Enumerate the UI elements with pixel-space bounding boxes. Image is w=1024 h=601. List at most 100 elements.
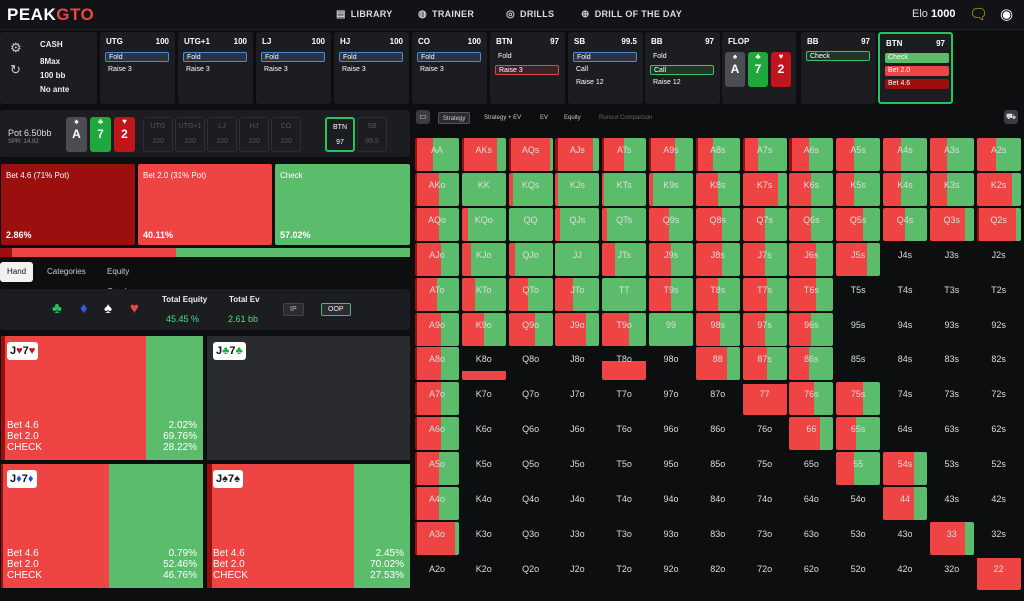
action-bet-20[interactable]: Bet 2.0 (31% Pot) 40.11% — [138, 164, 272, 245]
range-cell[interactable]: J4s — [883, 242, 927, 276]
node-action[interactable]: Fold — [417, 52, 481, 62]
rtab-strategy-ev[interactable]: Strategy + EV — [484, 115, 522, 121]
range-cell[interactable]: Q8s — [695, 207, 740, 241]
range-cell[interactable]: T6s — [789, 277, 834, 311]
rtab-ev[interactable]: EV — [540, 115, 549, 121]
range-cell[interactable]: Q4o — [508, 487, 553, 520]
range-cell[interactable]: T5o — [602, 452, 647, 486]
range-cell[interactable]: 93s — [929, 312, 974, 346]
node-action[interactable]: Call — [650, 65, 714, 75]
range-cell[interactable]: 63s — [929, 417, 974, 451]
range-cell[interactable]: A2o — [415, 556, 459, 590]
seat-utg-plus-1[interactable]: UTG+1 100 — [175, 117, 205, 152]
range-cell[interactable]: 74o — [742, 487, 787, 520]
path-node-utg-plus-1[interactable]: UTG+1 100 Fold Raise 3 — [178, 32, 253, 104]
range-cell[interactable]: Q2o — [508, 556, 553, 590]
range-cell[interactable]: K7s — [742, 172, 787, 206]
range-cell[interactable]: KJo — [461, 242, 506, 276]
path-node-btn[interactable]: BTN 97 Fold Raise 3 — [490, 32, 565, 104]
spade-filter-icon[interactable]: ♠ — [104, 300, 112, 317]
range-cell[interactable]: QJo — [508, 242, 553, 276]
diamond-filter-icon[interactable]: ♦ — [80, 300, 88, 317]
range-cell[interactable]: JTs — [602, 242, 647, 276]
range-cell[interactable]: KTs — [602, 172, 647, 206]
range-cell[interactable]: J2o — [555, 556, 600, 590]
node-action[interactable]: Fold — [183, 52, 247, 62]
range-cell[interactable]: 82s — [976, 347, 1021, 381]
range-cell[interactable]: 88 — [695, 347, 740, 381]
path-node-lj[interactable]: LJ 100 Fold Raise 3 — [256, 32, 331, 104]
range-cell[interactable]: 76o — [742, 417, 787, 451]
range-cell[interactable]: 86s — [789, 347, 834, 381]
range-cell[interactable]: KJs — [555, 172, 600, 206]
node-action[interactable]: Fold — [653, 53, 667, 60]
range-cell[interactable]: 52s — [976, 452, 1021, 486]
range-cell[interactable]: 54o — [836, 487, 881, 520]
range-cell[interactable]: 62o — [789, 556, 834, 590]
seat-btn[interactable]: BTN 97 — [325, 117, 355, 152]
range-cell[interactable]: Q7o — [508, 382, 553, 416]
range-cell[interactable]: 94s — [883, 312, 927, 346]
range-cell[interactable]: 65o — [789, 452, 834, 486]
range-cell[interactable]: T8o — [602, 347, 647, 381]
range-cell[interactable]: QQ — [508, 207, 553, 241]
range-cell[interactable]: AKs — [461, 138, 506, 171]
flop-node[interactable]: FLOP ♠ A ♣ 7 ♥ 2 — [722, 32, 796, 104]
range-cell[interactable]: QTs — [602, 207, 647, 241]
range-cell[interactable]: A7s — [742, 138, 787, 171]
range-cell[interactable]: A9o — [415, 312, 459, 346]
range-cell[interactable]: 94o — [649, 487, 693, 520]
range-cell[interactable]: J5s — [836, 242, 881, 276]
range-cell[interactable]: A2s — [976, 138, 1021, 171]
range-cell[interactable]: A7o — [415, 382, 459, 416]
seat-utg[interactable]: UTG 100 — [143, 117, 173, 152]
range-cell[interactable]: 84o — [695, 487, 740, 520]
seat-lj[interactable]: LJ 100 — [207, 117, 237, 152]
range-cell[interactable]: T7o — [602, 382, 647, 416]
range-cell[interactable]: AA — [415, 138, 459, 171]
range-cell[interactable]: Q3o — [508, 521, 553, 555]
range-cell[interactable]: T4s — [883, 277, 927, 311]
range-cell[interactable]: Q6o — [508, 417, 553, 451]
range-cell[interactable]: 22 — [976, 556, 1021, 590]
nav-drills[interactable]: ◎ DRILLS — [506, 9, 554, 20]
chat-icon[interactable]: 🗨 — [969, 6, 989, 23]
range-cell[interactable]: QTo — [508, 277, 553, 311]
range-cell[interactable]: 74s — [883, 382, 927, 416]
range-cell[interactable]: 97s — [742, 312, 787, 346]
range-cell[interactable]: 87s — [742, 347, 787, 381]
range-cell[interactable]: 53s — [929, 452, 974, 486]
oop-toggle[interactable]: OOP — [321, 303, 351, 316]
range-cell[interactable]: Q2s — [976, 207, 1021, 241]
hand-combo-card[interactable]: Bet 4.6 Bet 2.0 CHECK 2.02% 69.76% 28.22% J♥7♥ — [1, 336, 203, 460]
node-action[interactable]: Bet 4.6 — [885, 79, 949, 89]
range-cell[interactable]: J7o — [555, 382, 600, 416]
range-cell[interactable]: A6s — [789, 138, 834, 171]
range-cell[interactable]: Q5s — [836, 207, 881, 241]
node-action[interactable]: Raise 3 — [186, 66, 210, 73]
range-cell[interactable]: AQs — [508, 138, 553, 171]
node-action[interactable]: Call — [576, 66, 589, 73]
range-cell[interactable]: 64s — [883, 417, 927, 451]
range-cell[interactable]: Q3s — [929, 207, 974, 241]
range-cell[interactable]: K7o — [461, 382, 506, 416]
range-cell[interactable]: K9s — [649, 172, 693, 206]
seat-sb[interactable]: SB 99.5 — [357, 117, 387, 152]
range-cell[interactable]: 63o — [789, 521, 834, 555]
range-cell[interactable]: 65s — [836, 417, 881, 451]
ip-toggle[interactable]: IP — [283, 303, 304, 316]
range-cell[interactable]: 54s — [883, 452, 927, 486]
range-cell[interactable]: 86o — [695, 417, 740, 451]
tab-hand[interactable]: Hand — [0, 262, 34, 282]
range-cell[interactable]: K3o — [461, 521, 506, 555]
range-cell[interactable]: 83o — [695, 521, 740, 555]
action-check[interactable]: Check 57.02% — [275, 164, 410, 245]
rtab-strategy[interactable]: Strategy — [438, 112, 471, 124]
range-cell[interactable]: 42o — [883, 556, 927, 590]
range-cell[interactable]: 92s — [976, 312, 1021, 346]
range-cell[interactable]: K6s — [789, 172, 834, 206]
range-cell[interactable]: 43s — [929, 487, 974, 520]
range-cell[interactable]: J9o — [555, 312, 600, 346]
range-cell[interactable]: 85o — [695, 452, 740, 486]
club-filter-icon[interactable]: ♣ — [52, 300, 62, 317]
